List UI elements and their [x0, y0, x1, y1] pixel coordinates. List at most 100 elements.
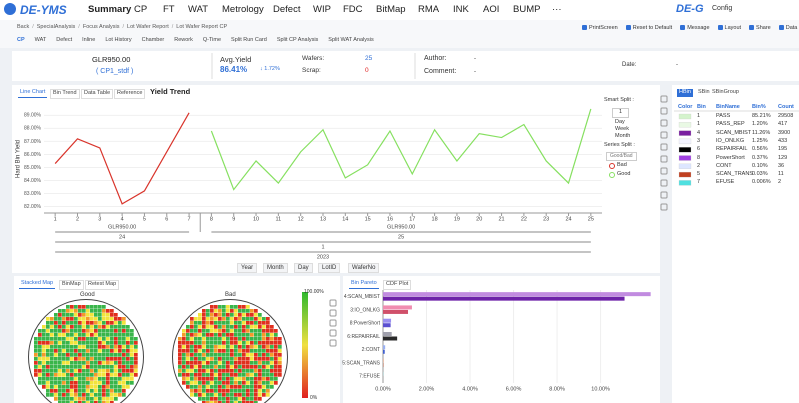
menu-item[interactable]: WAT [188, 5, 208, 15]
pareto-tab[interactable]: CDF Plot [383, 280, 411, 290]
menu-item[interactable]: BitMap [376, 5, 406, 15]
module-tab[interactable]: Lot History [101, 38, 135, 44]
die [122, 321, 126, 325]
die [218, 313, 222, 317]
die [106, 317, 110, 321]
die [222, 321, 226, 325]
die [66, 357, 70, 361]
die [102, 357, 106, 361]
pareto-tab[interactable]: Bin Pareto [349, 280, 379, 289]
die [110, 349, 114, 353]
menu-item[interactable]: AOI [483, 5, 499, 15]
filter-chip[interactable]: LotID [318, 263, 340, 273]
breadcrumb-item[interactable]: SpecialAnalysis [29, 25, 75, 31]
map-tab[interactable]: BinMap [59, 280, 84, 290]
die [110, 397, 114, 401]
die [226, 377, 230, 381]
die [82, 313, 86, 317]
die [86, 313, 90, 317]
chart-tab[interactable]: Data Table [81, 89, 113, 99]
chart-tab[interactable]: Reference [114, 89, 145, 99]
die [206, 341, 210, 345]
menu-item[interactable]: FDC [343, 5, 363, 15]
die [74, 321, 78, 325]
menu-item[interactable]: BUMP [513, 5, 540, 15]
menu-item[interactable]: INK [453, 5, 469, 15]
die [274, 333, 278, 337]
config-button[interactable]: Config [712, 5, 732, 12]
toolbar-button[interactable]: Data Ca [779, 25, 799, 31]
toolbar-button[interactable]: Reset to Default [626, 25, 672, 31]
die [270, 349, 274, 353]
menu-item[interactable]: Metrology [222, 5, 264, 15]
die [126, 329, 130, 333]
module-tab[interactable]: Chamber [138, 38, 169, 44]
die [130, 369, 134, 373]
bin-tab[interactable]: HBin [677, 89, 693, 97]
die [186, 333, 190, 337]
y-axis-title: Hard Bin Yield [16, 140, 22, 178]
filter-chip[interactable]: Day [294, 263, 313, 273]
module-tab[interactable]: CP [13, 38, 29, 44]
filter-chip[interactable]: Year [237, 263, 257, 273]
breadcrumb-item[interactable]: Back [17, 25, 29, 31]
menu-item[interactable]: WIP [313, 5, 331, 15]
module-tab[interactable]: Split Run Card [227, 38, 271, 44]
menu-item[interactable]: ··· [552, 5, 562, 15]
die [102, 325, 106, 329]
module-tabs: CPWATDefectInlineLot HistoryChamberRewor… [13, 38, 378, 44]
map-tab[interactable]: Retest Map [85, 280, 119, 290]
chart-tab[interactable]: Bin Trend [50, 89, 80, 99]
die [114, 361, 118, 365]
menu-item[interactable]: FT [163, 5, 175, 15]
die [42, 349, 46, 353]
toolbar-button[interactable]: PrintScreen [582, 25, 618, 31]
period-option[interactable]: Week [615, 127, 629, 133]
series-split-select[interactable]: Good/Bad [606, 152, 637, 161]
die [98, 349, 102, 353]
die [38, 341, 42, 345]
module-tab[interactable]: Split WAT Analysis [324, 38, 377, 44]
module-tab[interactable]: Q-Time [199, 38, 225, 44]
die [262, 393, 266, 397]
die [194, 349, 198, 353]
die [258, 389, 262, 393]
die [186, 361, 190, 365]
die [102, 337, 106, 341]
module-tab[interactable]: Rework [170, 38, 197, 44]
die [266, 317, 270, 321]
die [190, 365, 194, 369]
map-tab[interactable]: Stacked Map [19, 280, 55, 289]
die [202, 337, 206, 341]
die [78, 369, 82, 373]
menu-item[interactable]: Defect [273, 5, 300, 15]
die [250, 329, 254, 333]
period-option[interactable]: Month [615, 134, 630, 140]
die [130, 329, 134, 333]
module-tab[interactable]: Split CP Analysis [273, 38, 322, 44]
filter-chip[interactable]: WaferNo [348, 263, 379, 273]
toolbar-button[interactable]: Layout [718, 25, 742, 31]
die [250, 369, 254, 373]
tool-icon [661, 144, 667, 150]
die [250, 333, 254, 337]
period-option[interactable]: Day [615, 120, 625, 126]
die [106, 329, 110, 333]
module-tab[interactable]: Defect [52, 38, 76, 44]
menu-item[interactable]: RMA [418, 5, 439, 15]
toolbar-button[interactable]: Message [680, 25, 709, 31]
breadcrumb-item[interactable]: Lot Wafer Report CP [169, 25, 227, 31]
bin-tab[interactable]: SBinGroup [710, 89, 741, 97]
module-tab[interactable]: Inline [78, 38, 99, 44]
breadcrumb-item[interactable]: Focus Analysis [75, 25, 119, 31]
menu-item[interactable]: CP [134, 5, 147, 15]
breadcrumb-item[interactable]: Lot Wafer Report [120, 25, 169, 31]
filter-chip[interactable]: Month [263, 263, 288, 273]
chart-tab[interactable]: Line Chart [18, 89, 47, 98]
die [98, 381, 102, 385]
menu-item[interactable]: Summary [88, 5, 131, 15]
smart-split-input[interactable]: 1 [612, 108, 629, 118]
module-tab[interactable]: WAT [31, 38, 51, 44]
x-tick-label: 20 [476, 216, 482, 222]
toolbar-button[interactable]: Share [749, 25, 771, 31]
